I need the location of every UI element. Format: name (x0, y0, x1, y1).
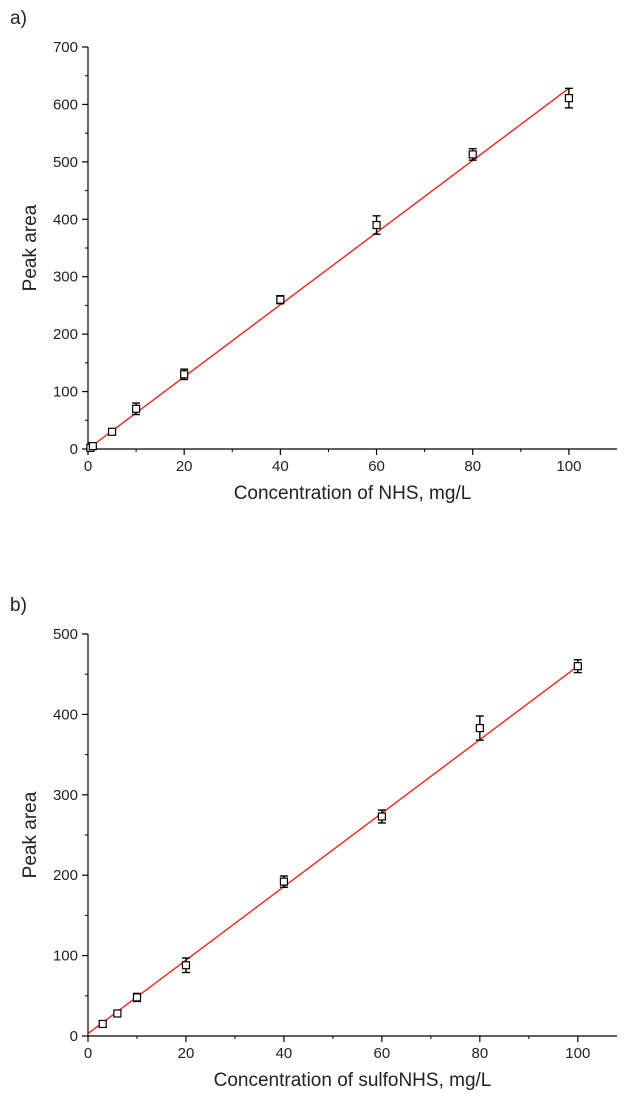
data-marker (573, 662, 582, 671)
y-axis-title: Peak area (20, 204, 41, 291)
x-axis-title: Concentration of NHS, mg/L (234, 483, 472, 504)
data-marker (98, 1019, 107, 1029)
data-point (88, 442, 97, 451)
y-tick-label: 0 (70, 1028, 78, 1045)
data-point (276, 294, 285, 305)
y-tick-label: 400 (53, 211, 78, 228)
x-tick-label: 80 (472, 1045, 489, 1062)
data-marker (564, 94, 574, 103)
data-point (180, 368, 189, 381)
x-tick-label: 20 (176, 458, 193, 475)
data-marker (377, 812, 386, 821)
data-point (113, 1009, 122, 1018)
x-tick-label: 100 (565, 1045, 590, 1062)
y-tick-label: 600 (53, 96, 78, 113)
data-marker (475, 723, 484, 733)
data-marker (107, 427, 117, 436)
data-point (98, 1019, 107, 1029)
data-point (107, 427, 117, 436)
data-point (573, 659, 582, 674)
y-tick-label: 500 (53, 626, 78, 643)
x-tick-label: 40 (272, 458, 289, 475)
data-point (131, 402, 141, 416)
y-tick-label: 700 (53, 39, 78, 56)
chart-panel-2: b) 0 100 200 300 400 500 0 20 40 60 80 100 Concentrat… (10, 595, 617, 1091)
x-tick-label: 60 (374, 1045, 391, 1062)
y-tick-label: 200 (53, 867, 78, 884)
data-point (468, 147, 477, 161)
data-point (377, 809, 386, 824)
x-tick-label: 80 (464, 458, 481, 475)
fit-line (87, 665, 579, 1035)
data-point (279, 875, 289, 888)
data-point (132, 992, 142, 1003)
x-tick-label: 60 (368, 458, 385, 475)
data-marker (372, 220, 381, 230)
data-point (475, 715, 484, 741)
y-tick-label: 0 (70, 441, 78, 458)
y-tick-label: 400 (53, 706, 78, 723)
y-axis-title: Peak area (20, 791, 41, 878)
data-marker (113, 1009, 122, 1018)
data-point (564, 87, 574, 109)
data-marker (276, 295, 285, 304)
y-tick-label: 200 (53, 326, 78, 343)
data-marker (132, 993, 142, 1002)
x-tick-label: 0 (84, 1045, 92, 1062)
y-tick-label: 500 (53, 154, 78, 171)
x-tick-label: 0 (84, 458, 92, 475)
data-marker (468, 150, 477, 159)
data-point (372, 215, 381, 235)
y-tick-label: 100 (53, 384, 78, 401)
data-point (181, 957, 191, 974)
y-tick-label: 300 (53, 269, 78, 286)
data-marker (88, 442, 97, 451)
y-tick-label: 300 (53, 787, 78, 804)
data-marker (279, 877, 289, 886)
fit-line (87, 87, 570, 450)
data-marker (131, 404, 141, 413)
chart-panel-1: a) 0 100 200 300 400 500 600 700 0 20 40 60 80 100 Conc… (10, 8, 617, 504)
y-tick-label: 100 (53, 948, 78, 965)
panel-label: a) (10, 8, 27, 29)
x-tick-label: 40 (276, 1045, 293, 1062)
panel-label: b) (10, 595, 27, 616)
x-axis-title: Concentration of sulfoNHS, mg/L (214, 1070, 492, 1091)
x-tick-label: 100 (556, 458, 581, 475)
x-tick-label: 20 (178, 1045, 195, 1062)
data-marker (180, 370, 189, 379)
data-marker (181, 961, 191, 970)
